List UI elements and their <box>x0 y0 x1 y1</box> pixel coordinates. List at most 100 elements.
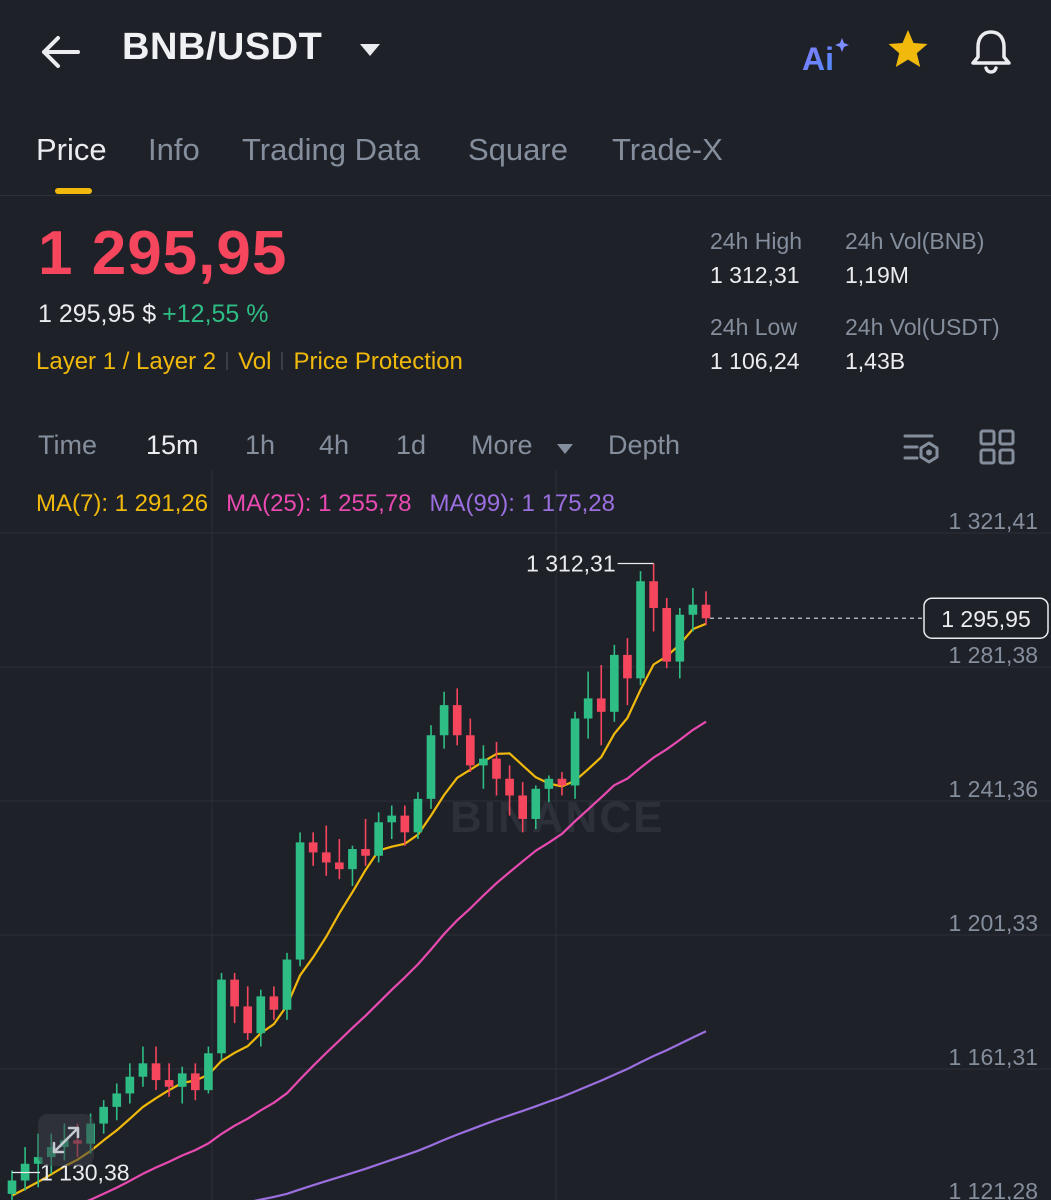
price-axis-label: 1 121,28 <box>948 1178 1038 1200</box>
candle-body <box>190 1073 200 1091</box>
tab-trading-data[interactable]: Trading Data <box>242 132 421 167</box>
price-axis-label: 1 161,31 <box>948 1044 1038 1070</box>
pair-title[interactable]: BNB/USDT <box>122 26 323 68</box>
ma99-path <box>253 1030 707 1200</box>
candle-body <box>518 795 528 819</box>
ma25-label: MA(25): 1 255,78 <box>226 490 412 517</box>
candle-body <box>295 842 305 960</box>
fullscreen-button[interactable] <box>38 1114 94 1166</box>
tag-row: Layer 1 / Layer 2 Vol Price Protection <box>36 348 463 376</box>
tab-trade-x[interactable]: Trade-X <box>612 132 723 167</box>
candle-body <box>256 996 266 1034</box>
ma7-label: MA(7): 1 291,26 <box>36 490 209 517</box>
candle-body <box>675 614 685 662</box>
tab-square[interactable]: Square <box>468 132 568 167</box>
tag-price-protection[interactable]: Price Protection <box>293 348 463 375</box>
price-axis-label: 1 201,33 <box>948 910 1038 936</box>
candle-body <box>7 1180 17 1194</box>
ai-assistant-icon[interactable]: Ai <box>800 34 850 76</box>
candle-body <box>321 852 331 863</box>
active-tab-indicator <box>55 188 92 194</box>
candle-body <box>413 798 423 833</box>
candle-body <box>387 815 397 823</box>
candle-body <box>308 842 318 853</box>
tab-price[interactable]: Price <box>36 132 107 167</box>
low-label: 24h Low <box>710 314 797 340</box>
candle-body <box>361 849 370 856</box>
main-tabs: Price Info Trading Data Square Trade-X <box>0 128 1051 196</box>
candle-body <box>544 778 554 789</box>
candle-body <box>583 698 593 719</box>
price-change-percent: +12,55 % <box>162 300 269 328</box>
interval-4h[interactable]: 4h <box>319 430 350 460</box>
vol-bnb-value: 1,19M <box>845 262 909 288</box>
chevron-down-icon[interactable] <box>356 38 384 62</box>
tag-divider <box>281 352 284 370</box>
high-label: 24h High <box>710 228 803 254</box>
candle-body <box>439 705 449 736</box>
interval-15m[interactable]: 15m <box>146 430 199 460</box>
tab-info[interactable]: Info <box>148 132 200 167</box>
last-price: 1 295,95 <box>38 219 288 288</box>
binance-watermark: BINANCE <box>450 793 664 842</box>
candle-body <box>610 654 619 712</box>
candle-body <box>492 758 501 779</box>
expand-icon <box>52 1126 80 1154</box>
interval-depth[interactable]: Depth <box>608 430 681 460</box>
star-icon[interactable] <box>884 26 932 74</box>
bell-icon[interactable] <box>966 26 1016 76</box>
candle-body <box>701 604 711 619</box>
interval-time[interactable]: Time <box>38 430 97 460</box>
candle-body <box>649 581 658 609</box>
top-bar: BNB/USDT Ai <box>0 0 1051 100</box>
interval-bar: Time 15m 1h 4h 1d More Depth <box>0 422 1051 472</box>
indicator-settings-icon[interactable] <box>902 428 942 468</box>
candle-body <box>400 815 410 833</box>
max-price-label: 1 312,31 <box>526 550 616 576</box>
price-axis-label: 1 321,41 <box>948 508 1038 534</box>
candle-body <box>335 862 344 870</box>
candle-body <box>374 822 383 856</box>
candle-body <box>531 788 541 819</box>
price-axis-label: 1 281,38 <box>948 642 1038 668</box>
low-value: 1 106,24 <box>710 348 800 374</box>
candle-body <box>505 778 514 796</box>
tag-vol[interactable]: Vol <box>238 348 272 375</box>
candle-body <box>230 979 239 1007</box>
candle-body <box>452 705 462 736</box>
candle-body <box>570 718 580 786</box>
ai-label: Ai <box>802 41 834 76</box>
candle-body <box>204 1053 213 1091</box>
candle-body <box>243 1006 253 1034</box>
ma7-line <box>11 622 707 1197</box>
candle-body <box>688 604 698 615</box>
interval-1h[interactable]: 1h <box>245 430 276 460</box>
candle-body <box>623 654 632 679</box>
candle-body <box>177 1073 187 1087</box>
candle-body <box>125 1076 135 1094</box>
candle-body <box>636 581 645 679</box>
arrow-left-icon[interactable] <box>34 30 84 74</box>
ma25-line <box>86 720 707 1200</box>
candle-body <box>112 1093 122 1107</box>
interval-more[interactable]: More <box>471 430 533 460</box>
candle-body <box>596 698 606 712</box>
moving-average-legend: MA(7): 1 291,26 MA(25): 1 255,78 MA(99): 1… <box>36 490 615 518</box>
tag-layer[interactable]: Layer 1 / Layer 2 <box>36 348 217 375</box>
tag-divider <box>226 352 229 370</box>
candle-body <box>138 1063 148 1077</box>
candle-body <box>557 778 567 786</box>
price-chart[interactable]: BINANCE 1 321,41 1 281,38 1 241,36 1 201,33… <box>0 470 1051 1200</box>
candles <box>7 563 711 1200</box>
ma99-label: MA(99): 1 175,28 <box>429 490 615 517</box>
interval-1d[interactable]: 1d <box>396 430 427 460</box>
ma25-path <box>86 720 707 1200</box>
fiat-price: 1 295,95 $ <box>38 300 157 328</box>
vol-usdt-value: 1,43B <box>845 348 906 374</box>
candle-body <box>479 758 488 766</box>
chevron-down-icon[interactable] <box>556 442 574 456</box>
current-price-tag <box>923 597 1049 639</box>
grid-icon[interactable] <box>976 426 1018 468</box>
vol-bnb-label: 24h Vol(BNB) <box>845 228 985 254</box>
candle-body <box>269 996 279 1010</box>
